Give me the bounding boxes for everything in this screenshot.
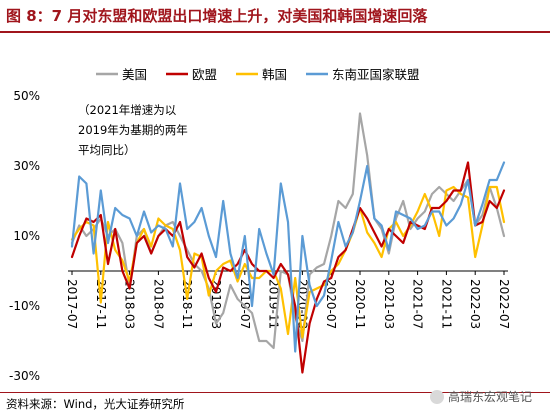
x-tick-label: 2022-03 bbox=[468, 279, 482, 329]
wechat-logo-icon bbox=[429, 389, 444, 404]
x-tick-label: 2021-07 bbox=[411, 279, 425, 329]
y-tick-label: 10% bbox=[13, 229, 40, 243]
y-tick-label: -10% bbox=[9, 299, 40, 313]
x-tick-label: 2018-03 bbox=[123, 279, 137, 329]
x-tick-label: 2020-11 bbox=[353, 279, 367, 329]
y-tick-label: 30% bbox=[13, 159, 40, 173]
legend-label-kr: 韩国 bbox=[262, 67, 287, 82]
x-tick-label: 2019-07 bbox=[238, 279, 252, 329]
annotation-line: 2019年为基期的两年 bbox=[78, 123, 188, 137]
title-divider bbox=[0, 31, 550, 33]
y-tick-label: -30% bbox=[9, 369, 40, 383]
legend-label-eu: 欧盟 bbox=[192, 67, 217, 82]
series-line-asean bbox=[70, 161, 506, 353]
x-tick-label: 2022-07 bbox=[497, 279, 511, 329]
watermark-text: 高瑞东宏观笔记 bbox=[447, 390, 532, 404]
page-title: 图 8：7 月对东盟和欧盟出口增速上升，对美国和韩国增速回落 bbox=[6, 7, 428, 25]
x-tick-label: 2021-11 bbox=[439, 279, 453, 329]
source-note: 资料来源：Wind，光大证券研究所 bbox=[6, 397, 185, 411]
x-tick-label: 2021-03 bbox=[382, 279, 396, 329]
chart-series bbox=[70, 112, 506, 374]
x-tick-label: 2020-07 bbox=[324, 279, 338, 329]
footer-divider bbox=[0, 392, 550, 393]
annotation-line: 平均同比） bbox=[78, 143, 136, 157]
annotation-line: （2021年增速为以 bbox=[78, 103, 177, 117]
series-line-eu bbox=[70, 161, 506, 374]
watermark: 高瑞东宏观笔记 bbox=[429, 388, 532, 405]
x-tick-label: 2017-11 bbox=[94, 279, 108, 329]
x-tick-label: 2018-11 bbox=[180, 279, 194, 329]
chart-legend: 美国 欧盟 韩国 东南亚国家联盟 bbox=[96, 67, 420, 82]
legend-label-us: 美国 bbox=[122, 67, 147, 82]
legend-label-asean: 东南亚国家联盟 bbox=[332, 67, 420, 82]
x-tick-label: 2017-07 bbox=[65, 279, 79, 329]
y-tick-label: 50% bbox=[13, 89, 40, 103]
x-tick-label: 2018-07 bbox=[151, 279, 165, 329]
